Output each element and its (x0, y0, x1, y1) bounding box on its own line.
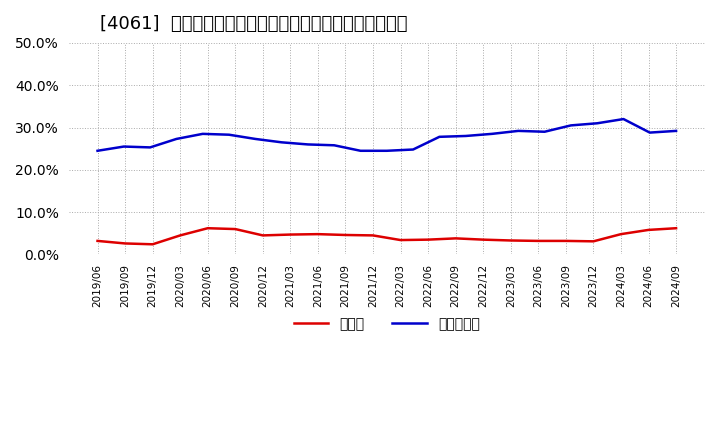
有利子負債 (356, 148, 365, 154)
現頲金 (424, 237, 433, 242)
有利子負債 (540, 129, 549, 134)
現頲金 (341, 232, 350, 238)
有利子負債 (435, 134, 444, 139)
有利子負債 (567, 123, 575, 128)
現頲金 (396, 238, 405, 243)
現頲金 (616, 231, 625, 237)
有利子負債 (120, 144, 128, 149)
有利子負債 (382, 148, 391, 154)
現頲金 (93, 238, 102, 244)
有利子負債 (304, 142, 312, 147)
Line: 有利子負債: 有利子負債 (97, 119, 676, 151)
有利子負債 (593, 121, 601, 126)
有利子負債 (251, 136, 260, 142)
有利子負債 (172, 136, 181, 142)
現頲金 (562, 238, 570, 244)
現頲金 (589, 238, 598, 244)
有利子負債 (487, 131, 496, 136)
有利子負債 (330, 143, 338, 148)
現頲金 (451, 236, 460, 241)
有利子負債 (462, 133, 470, 139)
有利子負債 (93, 148, 102, 154)
現頲金 (286, 232, 294, 237)
有利子負債 (672, 128, 680, 133)
有利子負債 (199, 131, 207, 136)
現頲金 (506, 238, 515, 243)
Legend: 現頲金, 有利子負債: 現頲金, 有利子負債 (288, 311, 485, 336)
有利子負債 (514, 128, 523, 133)
現頲金 (672, 226, 680, 231)
有利子負債 (225, 132, 233, 137)
現頲金 (148, 242, 157, 247)
Line: 現頲金: 現頲金 (97, 228, 676, 244)
現頲金 (204, 226, 212, 231)
現頲金 (479, 237, 487, 242)
有利子負債 (277, 139, 286, 145)
有利子負債 (409, 147, 418, 152)
現頲金 (644, 227, 653, 233)
現頲金 (314, 231, 323, 237)
Text: [4061]  現預金、有利子負債の総資産に対する比率の推移: [4061] 現預金、有利子負債の総資産に対する比率の推移 (100, 15, 408, 33)
現頲金 (121, 241, 130, 246)
現頲金 (258, 233, 267, 238)
現頲金 (176, 233, 184, 238)
現頲金 (369, 233, 377, 238)
有利子負債 (619, 117, 628, 122)
現頲金 (231, 227, 240, 232)
有利子負債 (645, 130, 654, 135)
現頲金 (534, 238, 543, 244)
有利子負債 (145, 145, 154, 150)
